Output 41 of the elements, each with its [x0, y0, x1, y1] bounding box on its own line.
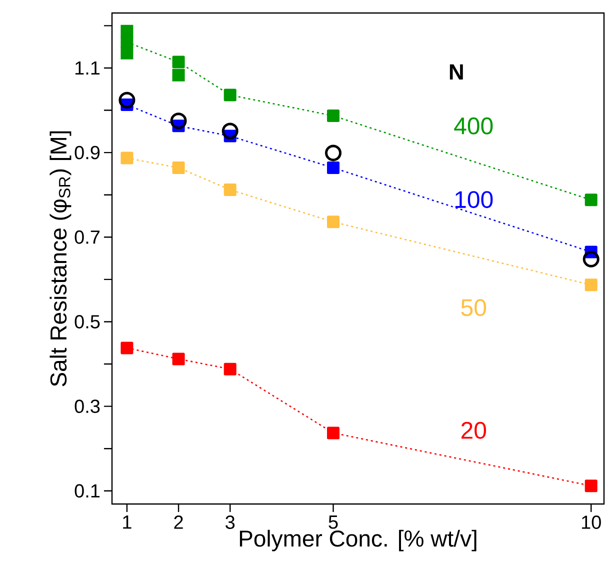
x-tick-label: 3 — [226, 516, 235, 529]
series-label: 100 — [455, 191, 493, 208]
point — [118, 92, 136, 108]
x-tick-label: 1 — [123, 516, 132, 529]
point — [326, 216, 340, 228]
series-label: 50 — [461, 299, 486, 316]
point — [326, 426, 340, 440]
series-label: 400 — [454, 117, 493, 134]
x-tick-label: 2 — [174, 516, 183, 529]
point — [584, 194, 598, 206]
point — [120, 46, 134, 60]
legend-title: N — [450, 64, 463, 80]
x-tick-label: 5 — [328, 516, 338, 529]
point — [170, 112, 187, 130]
point — [172, 68, 185, 82]
point — [224, 184, 236, 196]
point — [324, 144, 342, 162]
y-tick-label: 0.3 — [74, 400, 100, 414]
y-axis-title: Salt Resistance (φ$_{SR}$) [M] — [50, 131, 72, 386]
point — [224, 88, 236, 102]
y-tick-label: 0.9 — [74, 146, 100, 160]
point — [172, 352, 185, 366]
point — [224, 362, 236, 376]
point — [582, 250, 600, 268]
x-tick-label: 10 — [582, 516, 601, 529]
y-tick-label: 0.1 — [74, 484, 100, 498]
point — [172, 162, 185, 174]
point — [172, 56, 185, 68]
point — [326, 162, 340, 174]
series-label: 20 — [461, 422, 486, 439]
y-tick-label: 1.1 — [75, 61, 100, 75]
point — [120, 24, 134, 38]
point — [222, 122, 238, 140]
point — [584, 278, 598, 292]
point — [120, 342, 134, 354]
point — [326, 110, 340, 122]
y-tick-label: 0.7 — [74, 230, 100, 244]
point — [584, 480, 598, 492]
x-axis-title: Polymer Conc. [% wt/v] — [240, 530, 476, 552]
y-tick-label: 0.5 — [74, 314, 100, 328]
point — [120, 152, 134, 164]
